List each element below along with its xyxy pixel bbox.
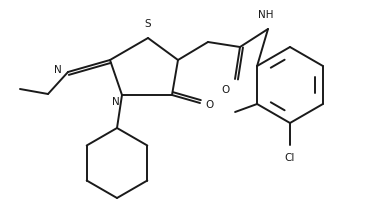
Text: N: N xyxy=(54,65,62,75)
Text: NH: NH xyxy=(258,10,274,20)
Text: O: O xyxy=(222,85,230,95)
Text: O: O xyxy=(205,100,213,110)
Text: Cl: Cl xyxy=(285,153,295,163)
Text: N: N xyxy=(112,97,120,107)
Text: S: S xyxy=(145,19,151,29)
